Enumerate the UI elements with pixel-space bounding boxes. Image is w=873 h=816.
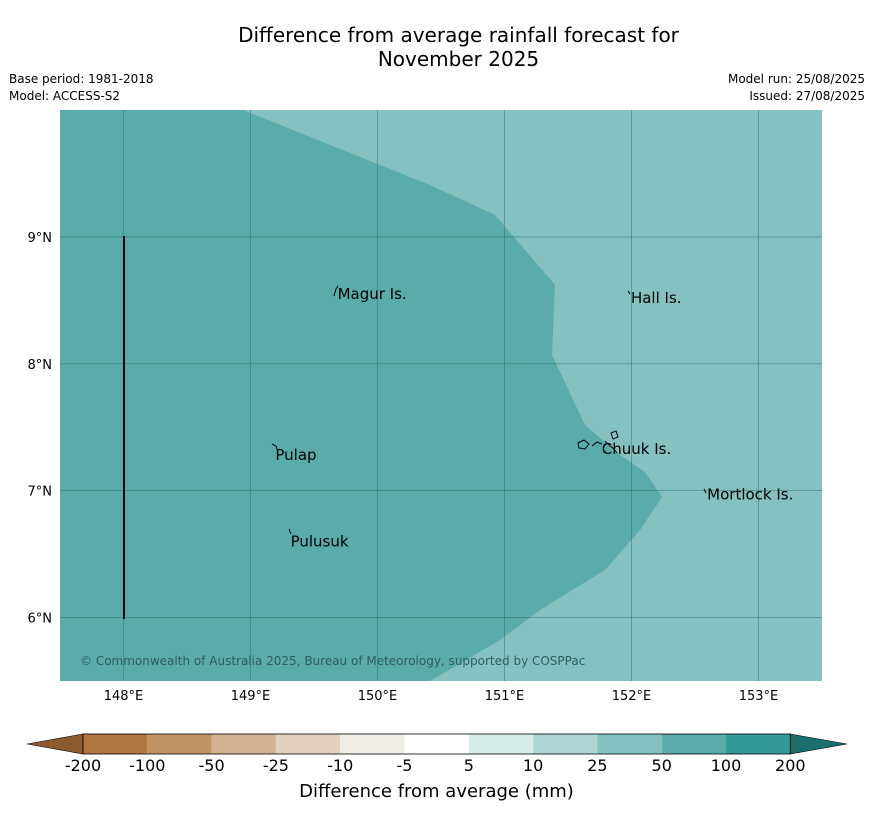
colorbar-segment [147, 734, 212, 754]
colorbar-tick-label: -10 [327, 756, 354, 775]
colorbar-tick-label: -100 [129, 756, 166, 775]
place-label: Chuuk Is. [602, 440, 671, 458]
axis-ticks: 148°E 149°E 150°E 151°E 152°E 153°E 9°N 8°N 7°N 6… [28, 231, 779, 704]
colorbar-tick-label: 10 [522, 756, 544, 775]
colorbar-segment [726, 734, 791, 754]
lon-tick-label: 150°E [358, 689, 398, 704]
chuuk-lagoon-outline [577, 430, 619, 454]
pulap-island-outline [271, 443, 279, 453]
colorbar-tick-label: 25 [587, 756, 608, 775]
colorbar-tick-label: -50 [198, 756, 225, 775]
colorbar-segment [533, 734, 598, 754]
colorbar-outline [82, 733, 791, 755]
colorbar-tick-label: -5 [396, 756, 413, 775]
lon-tick-label: 149°E [231, 689, 271, 704]
mortlock-island-outline [703, 488, 707, 494]
colorbar-segment [340, 734, 405, 754]
colorbar-segment [468, 734, 534, 754]
place-label: Magur Is. [338, 285, 407, 303]
lat-tick-label: 7°N [28, 485, 53, 500]
place-label: Pulusuk [291, 532, 349, 550]
colorbar-segment [661, 734, 726, 754]
place-label: Hall Is. [631, 289, 682, 307]
place-labels: Magur Is. Hall Is. Pulap Chuuk Is. Mortlock … [275, 285, 793, 550]
colorbar-tick-label: 50 [651, 756, 672, 775]
colorbar-tick-label: -200 [64, 756, 102, 775]
colorbar-tick-label: -25 [262, 756, 289, 775]
title-line-1: Difference from average rainfall forecas… [238, 23, 679, 47]
colorbar-over-arrow [789, 733, 848, 755]
colorbar-under-arrow [26, 733, 84, 755]
colorbar-segment [83, 734, 148, 754]
colorbar-segment [404, 734, 469, 754]
lat-tick-label: 8°N [28, 358, 53, 373]
zone-50-to-100 [60, 110, 662, 681]
colorbar-tick-label: 200 [775, 756, 806, 775]
colorbar-label: Difference from average (mm) [299, 781, 574, 802]
title-line-2: November 2025 [377, 47, 540, 71]
lon-tick-label: 153°E [739, 689, 779, 704]
colorbar-segment [275, 734, 341, 754]
lon-tick-label: 151°E [485, 689, 525, 704]
colorbar-segment [211, 734, 276, 754]
colorbar-segment [597, 734, 662, 754]
lat-tick-label: 6°N [28, 612, 53, 627]
model-name: Model: ACCESS-S2 [9, 89, 121, 103]
pulusuk-island-outline [288, 528, 292, 535]
magur-island-outline [333, 285, 339, 297]
colorbar-tick-label: 5 [463, 756, 474, 775]
lat-tick-label: 9°N [28, 231, 53, 246]
colorbar-tick-label: 100 [710, 756, 742, 775]
copyright-notice: © Commonwealth of Australia 2025, Bureau… [80, 654, 585, 668]
place-label: Mortlock Is. [707, 485, 793, 503]
hall-island-outline [627, 290, 631, 295]
lon-tick-label: 152°E [612, 689, 652, 704]
colorbar [26, 733, 848, 755]
model-run: Model run: 25/08/2025 [727, 72, 865, 86]
base-period: Base period: 1981-2018 [9, 72, 154, 86]
island-outlines [271, 285, 707, 535]
place-label: Pulap [275, 446, 316, 464]
issued-date: Issued: 27/08/2025 [749, 89, 865, 103]
lon-tick-label: 148°E [104, 689, 144, 704]
